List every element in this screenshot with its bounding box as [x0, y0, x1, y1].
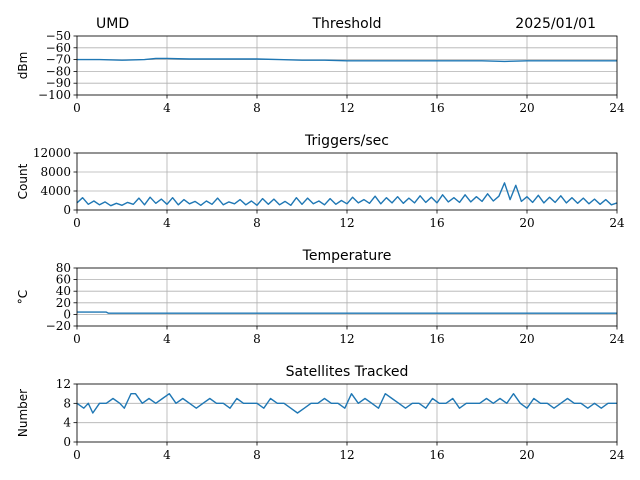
threshold-series-line [77, 57, 617, 63]
panel-satellites: 0 4 8 12 16 20 24 0 4 8 12 Satellites Tracked Number [16, 364, 625, 462]
y-tick-label: 0 [63, 435, 71, 449]
header-date-label: 2025/01/01 [515, 16, 596, 32]
x-tick-label: 24 [609, 101, 625, 115]
y-tick-label: 40 [56, 284, 71, 298]
x-tick-label: 0 [73, 216, 81, 230]
x-tick-label: 0 [73, 448, 81, 462]
y-tick-label: 0 [63, 203, 71, 217]
temperature-series-line [77, 311, 617, 314]
x-tick-label: 4 [163, 332, 171, 346]
y-tick-label: −50 [46, 29, 71, 43]
temperature-chart-title: Temperature [302, 248, 392, 264]
panel-threshold: 0 4 8 12 16 20 24 −100−90−80−70−60−50 Threshold d… [16, 16, 625, 115]
x-tick-label: 8 [253, 448, 261, 462]
x-tick-label: 24 [609, 332, 625, 346]
triggers-chart-title: Triggers/sec [304, 133, 389, 149]
y-tick-label: 60 [56, 273, 71, 287]
x-tick-label: 0 [73, 332, 81, 346]
y-tick-label: −90 [46, 76, 71, 90]
x-tick-label: 12 [339, 216, 354, 230]
temperature-y-axis-label: °C [16, 290, 30, 304]
x-tick-label: 16 [429, 448, 444, 462]
header-station-label: UMD [96, 16, 129, 32]
triggers-y-axis-label: Count [16, 163, 30, 199]
y-tick-label: 4000 [40, 184, 71, 198]
x-tick-label: 20 [519, 448, 534, 462]
x-tick-label: 24 [609, 448, 625, 462]
x-tick-label: 4 [163, 101, 171, 115]
y-tick-label: 80 [56, 261, 71, 275]
y-tick-label: −70 [46, 53, 71, 67]
x-tick-label: 0 [73, 101, 81, 115]
x-tick-label: 16 [429, 101, 444, 115]
x-tick-label: 12 [339, 448, 354, 462]
y-tick-label: −100 [38, 88, 71, 102]
x-tick-label: 20 [519, 216, 534, 230]
x-tick-label: 8 [253, 101, 261, 115]
panel-triggers: 0 4 8 12 16 20 24 0 4000 8000 12000 Triggers/sec Cou… [16, 133, 625, 230]
x-tick-label: 12 [339, 101, 354, 115]
threshold-y-axis-label: dBm [16, 52, 30, 80]
y-tick-label: 20 [56, 296, 71, 310]
y-tick-label: 8 [63, 396, 71, 410]
x-tick-label: 24 [609, 216, 625, 230]
y-tick-label: −20 [46, 319, 71, 333]
y-tick-label: 8000 [40, 165, 71, 179]
satellites-y-axis-label: Number [16, 389, 30, 437]
panels-container: 0 4 8 12 16 20 24 −100−90−80−70−60−50 Threshold d… [16, 16, 625, 462]
x-tick-label: 20 [519, 332, 534, 346]
x-tick-label: 8 [253, 216, 261, 230]
x-tick-label: 4 [163, 448, 171, 462]
x-tick-label: 16 [429, 332, 444, 346]
x-tick-label: 12 [339, 332, 354, 346]
triggers-series-line [76, 182, 618, 207]
x-tick-label: 20 [519, 101, 534, 115]
x-tick-label: 4 [163, 216, 171, 230]
y-tick-label: 12 [56, 377, 71, 391]
x-tick-label: 16 [429, 216, 444, 230]
satellites-series-line [76, 393, 617, 414]
y-tick-label: 12000 [33, 146, 71, 160]
y-tick-label: −60 [46, 41, 71, 55]
threshold-chart-title: Threshold [312, 16, 382, 32]
y-tick-label: 0 [63, 307, 71, 321]
satellites-chart-title: Satellites Tracked [286, 364, 409, 380]
y-tick-label: −80 [46, 64, 71, 78]
y-tick-label: 4 [63, 416, 71, 430]
x-tick-label: 8 [253, 332, 261, 346]
